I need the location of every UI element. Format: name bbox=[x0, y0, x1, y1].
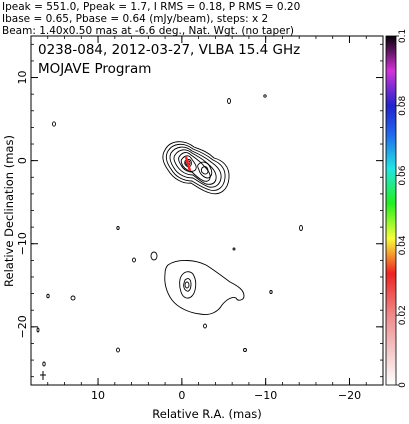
y-tick-label: −20 bbox=[16, 315, 29, 338]
chart-subtitle: MOJAVE Program bbox=[38, 61, 151, 77]
y-tick-label: 0 bbox=[16, 157, 29, 164]
noise-contours bbox=[36, 94, 303, 367]
contours-south-region bbox=[164, 260, 245, 315]
contours-core-region bbox=[162, 141, 230, 195]
header-line-3: Beam: 1.40x0.50 mas at -6.6 deg., Nat. W… bbox=[2, 25, 294, 37]
header-line-1: Ipeak = 551.0, Ppeak = 1.7, I RMS = 0.18… bbox=[2, 1, 300, 13]
axis-ticks: 10 0 −10 −20 10 0 −10 −20 bbox=[16, 36, 384, 402]
x-tick-label: 10 bbox=[91, 389, 105, 402]
polarization-vector bbox=[184, 156, 192, 172]
x-axis-label: Relative R.A. (mas) bbox=[152, 407, 261, 421]
y-axis-label: Relative Declination (mas) bbox=[2, 135, 16, 287]
colorbar-tick-label: 0 bbox=[398, 382, 408, 388]
x-tick-label: −10 bbox=[254, 389, 277, 402]
x-tick-label: 0 bbox=[178, 389, 185, 402]
colorbar-tick-label: 0.08 bbox=[398, 96, 408, 116]
colorbar: 0 0.02 0.04 0.06 0.08 0.1 bbox=[385, 29, 408, 388]
x-tick-label: −20 bbox=[338, 389, 361, 402]
y-tick-label: 10 bbox=[16, 71, 29, 85]
beam-marker bbox=[40, 371, 46, 380]
plot-frame bbox=[30, 35, 384, 386]
colorbar-tick-label: 0.1 bbox=[398, 29, 408, 43]
colorbar-tick-label: 0.04 bbox=[398, 235, 408, 255]
colorbar-tick-label: 0.06 bbox=[398, 165, 408, 185]
y-tick-label: −10 bbox=[16, 232, 29, 255]
header-line-2: Ibase = 0.65, Pbase = 0.64 (mJy/beam), s… bbox=[2, 13, 268, 25]
colorbar-ticks: 0 0.02 0.04 0.06 0.08 0.1 bbox=[396, 29, 408, 388]
colorbar-tick-label: 0.02 bbox=[398, 305, 408, 325]
chart-title: 0238-084, 2012-03-27, VLBA 15.4 GHz bbox=[38, 42, 300, 58]
